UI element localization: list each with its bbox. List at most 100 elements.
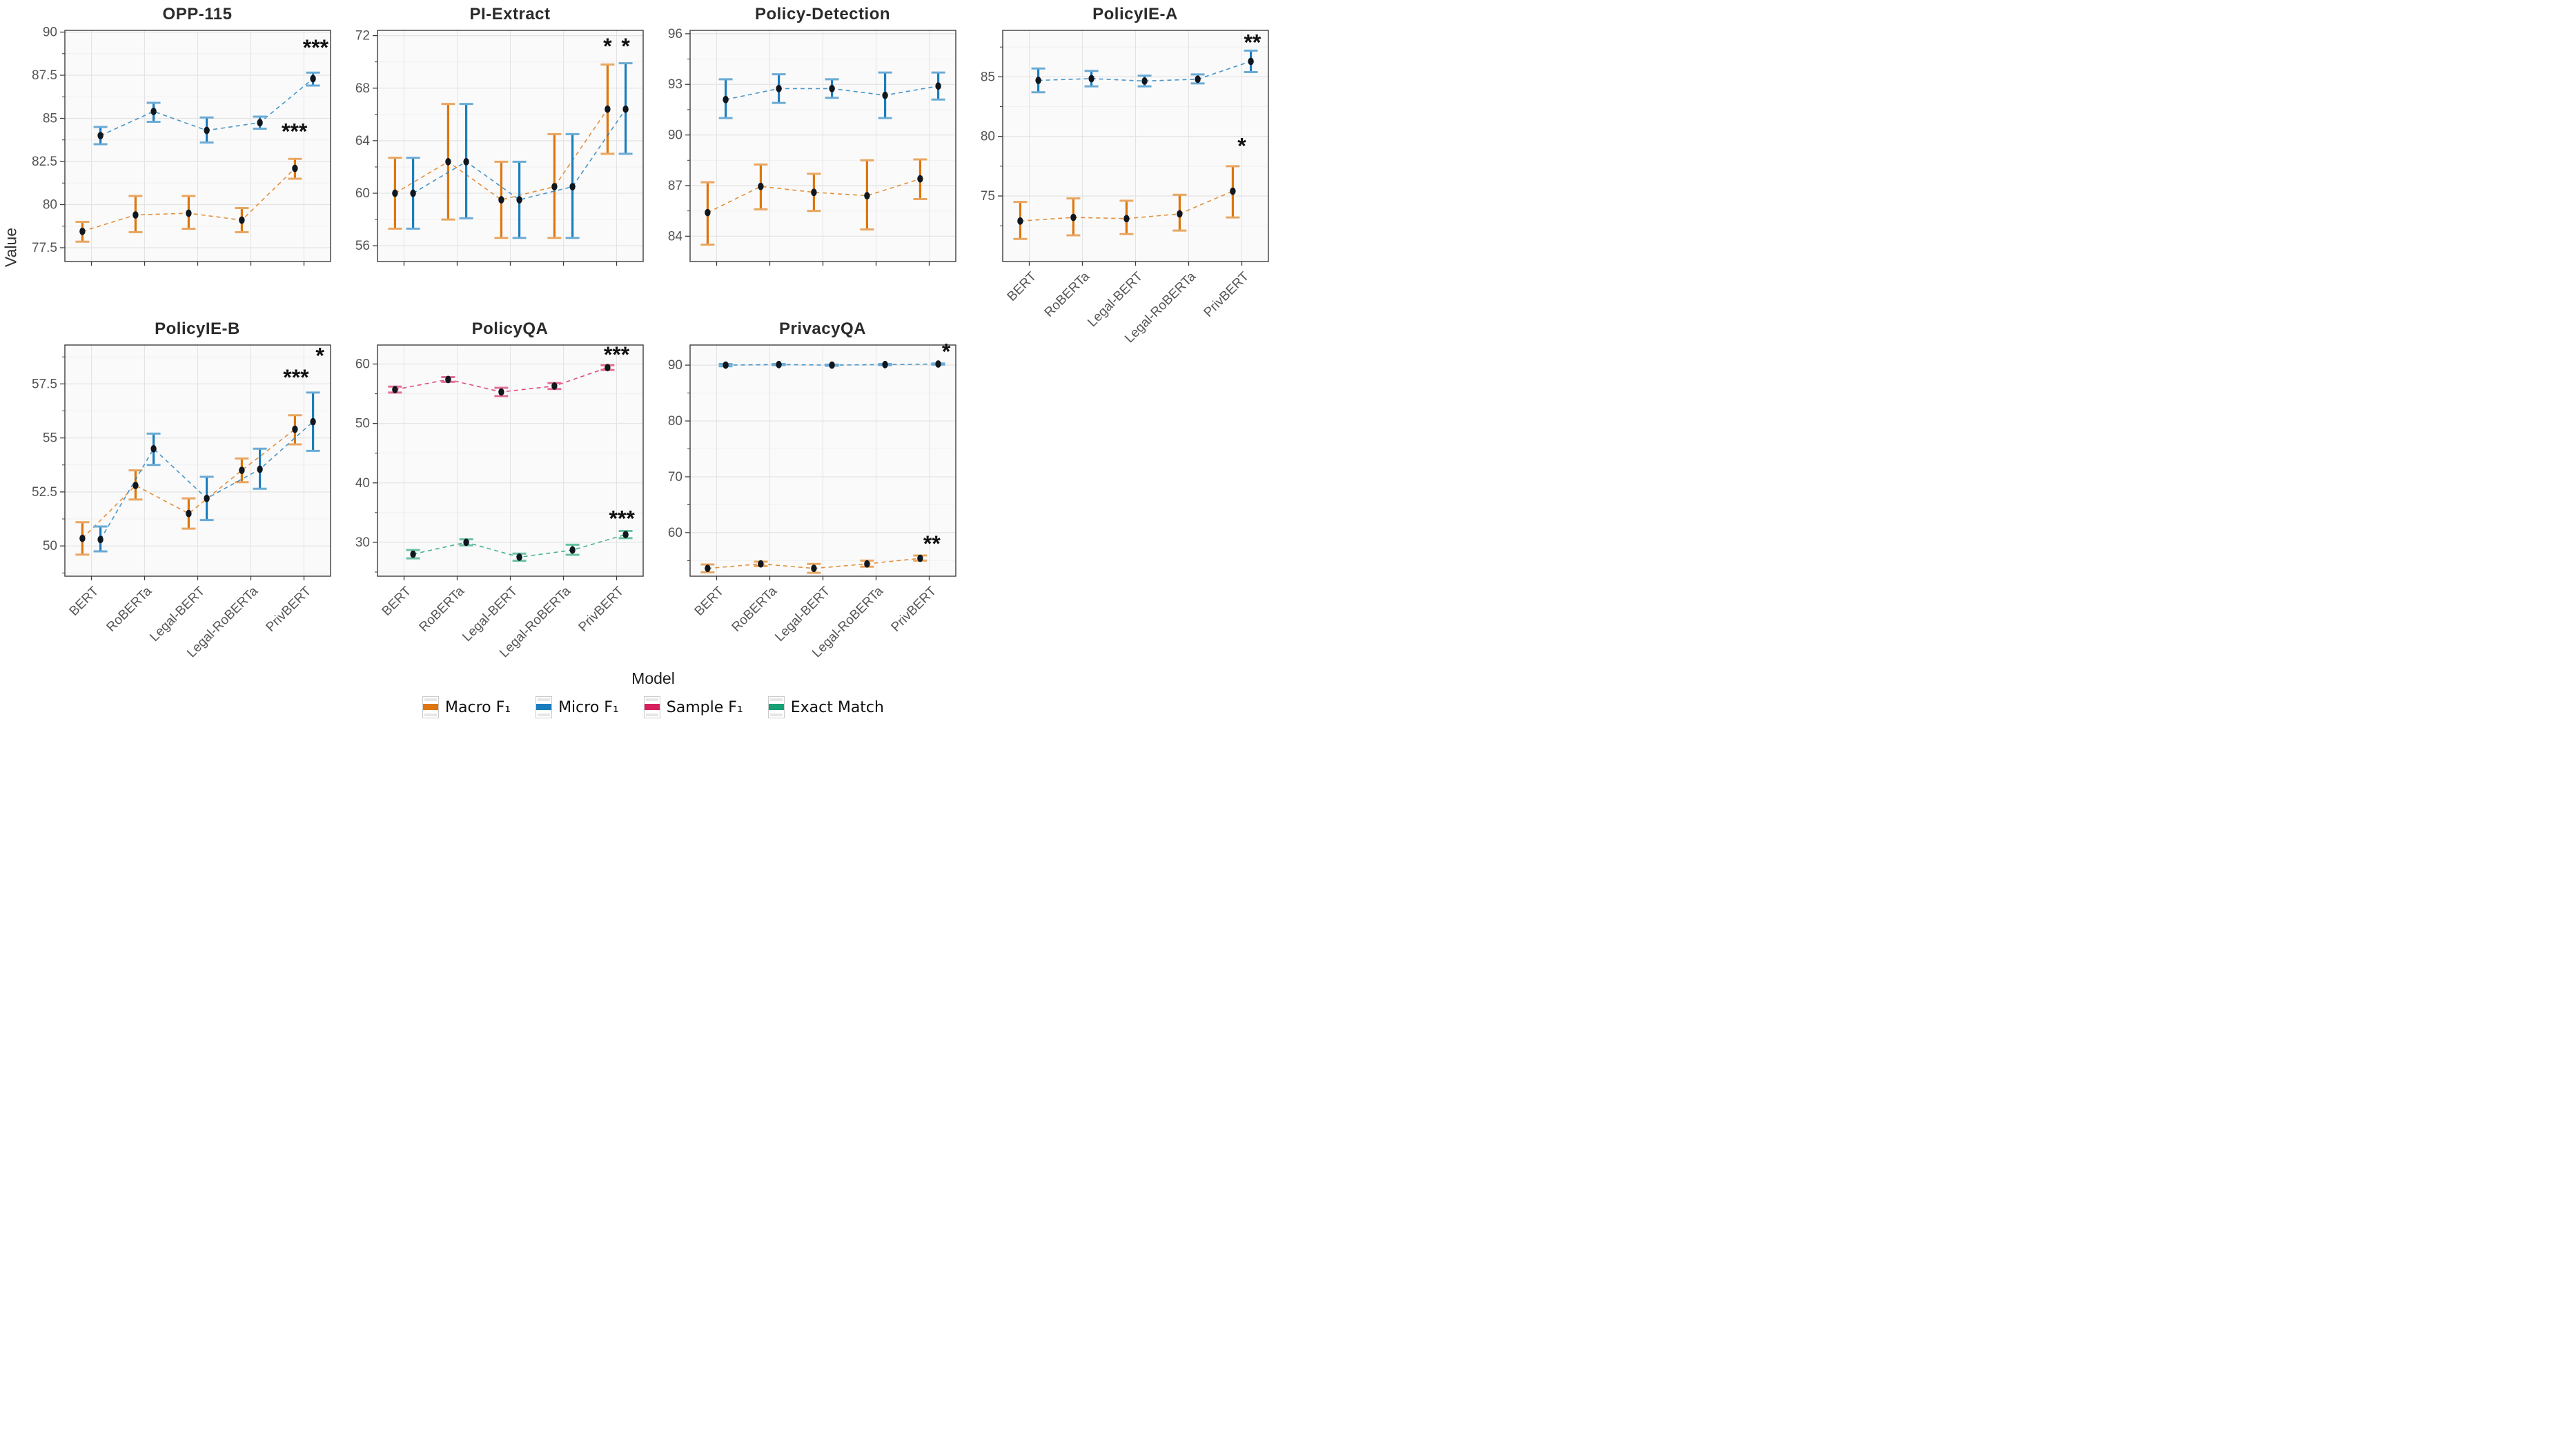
- data-point-macro: [705, 564, 711, 573]
- panel-title: OPP-115: [162, 5, 233, 23]
- legend-label: Sample F₁: [666, 698, 743, 716]
- data-point-macro: [1123, 215, 1130, 223]
- y-tick-label: 50: [43, 539, 57, 553]
- panel-grid: OPP-115 77.5 80 82.5 85 87.5 90 *** *** PI-Extrac…: [32, 4, 1275, 660]
- data-point-macro: [292, 164, 298, 173]
- data-point-micro: [257, 465, 263, 473]
- chart-panel: Policy-Detection 84 87 90 93 96: [657, 4, 961, 270]
- chart-panel: OPP-115 77.5 80 82.5 85 87.5 90 *** ***: [32, 4, 335, 270]
- x-tick-label: Legal-BERT: [459, 584, 520, 645]
- data-point-exact: [410, 550, 416, 558]
- data-point-micro: [829, 361, 835, 369]
- data-point-macro: [917, 175, 923, 183]
- panel-plot: 30 40 50 60 *** ***: [355, 342, 644, 580]
- x-tick-label: Legal-BERT: [772, 584, 833, 645]
- significance-annotation: ***: [283, 365, 309, 390]
- x-tick-label: BERT: [379, 584, 414, 619]
- significance-annotation: *: [315, 344, 324, 368]
- data-point-exact: [622, 531, 629, 539]
- panel-plot: 84 87 90 93 96: [668, 27, 956, 266]
- data-point-macro: [186, 509, 192, 518]
- y-tick-label: 56: [355, 239, 370, 253]
- y-tick-label: 84: [668, 229, 683, 244]
- swatch-color-band: [644, 704, 660, 710]
- y-tick-label: 64: [355, 134, 371, 148]
- y-tick-label: 70: [668, 470, 683, 484]
- data-point-macro: [392, 189, 398, 197]
- data-point-sample: [445, 375, 451, 384]
- significance-annotation: ***: [604, 342, 630, 367]
- x-tick-label: Legal-RoBERTa: [496, 584, 573, 661]
- significance-annotation: **: [923, 531, 941, 556]
- data-point-exact: [569, 546, 576, 554]
- data-point-micro: [463, 157, 469, 166]
- panel-title: Policy-Detection: [754, 5, 891, 23]
- y-tick-label: 60: [668, 526, 683, 540]
- data-point-micro: [150, 444, 157, 453]
- data-point-macro: [758, 560, 764, 568]
- y-tick-label: 40: [355, 476, 370, 491]
- legend-swatch-icon: [422, 696, 440, 718]
- significance-annotation: ***: [282, 119, 308, 144]
- data-point-macro: [445, 157, 451, 166]
- swatch-cap: [424, 714, 438, 716]
- panel-plot: 50 52.5 55 57.5 ****: [32, 344, 331, 580]
- data-point-micro: [410, 189, 416, 197]
- figure-footer: Model Macro F₁ Micro F₁ Sample F₁ Exact Mat…: [32, 669, 1275, 718]
- y-tick-label: 60: [355, 357, 370, 372]
- data-point-micro: [1195, 75, 1201, 83]
- data-point-micro: [723, 95, 729, 104]
- data-point-macro: [79, 534, 86, 542]
- y-tick-label: 77.5: [32, 241, 57, 255]
- y-tick-label: 80: [668, 414, 683, 429]
- data-point-micro: [204, 126, 210, 135]
- legend-swatch-icon: [643, 696, 660, 718]
- data-point-micro: [1248, 57, 1254, 66]
- panel-title: PI-Extract: [469, 5, 551, 23]
- y-tick-label: 93: [668, 77, 683, 92]
- y-tick-label: 82.5: [32, 155, 57, 169]
- data-point-macro: [917, 554, 923, 562]
- data-point-micro: [935, 82, 941, 90]
- y-tick-label: 87: [668, 179, 683, 193]
- y-tick-label: 50: [355, 417, 370, 431]
- x-tick-label: Legal-RoBERTa: [1121, 269, 1199, 346]
- data-point-macro: [758, 182, 764, 190]
- legend-item-macro: Macro F₁: [422, 696, 511, 718]
- data-point-micro: [1035, 77, 1041, 84]
- data-point-macro: [705, 208, 711, 217]
- y-tick-label: 57.5: [32, 377, 57, 391]
- panel-title: PrivacyQA: [779, 319, 866, 338]
- significance-annotation: **: [1244, 30, 1261, 55]
- data-point-micro: [569, 183, 576, 190]
- y-tick-label: 52.5: [32, 485, 57, 500]
- swatch-color-band: [423, 704, 439, 710]
- swatch-color-band: [768, 704, 784, 710]
- data-point-sample: [551, 382, 558, 390]
- data-point-micro: [882, 91, 888, 99]
- data-point-micro: [882, 360, 888, 368]
- data-point-sample: [498, 388, 504, 396]
- y-tick-label: 90: [43, 26, 57, 40]
- data-point-micro: [1141, 77, 1148, 85]
- x-tick-label: PrivBERT: [576, 584, 627, 635]
- x-tick-label: BERT: [691, 584, 727, 619]
- y-tick-label: 72: [355, 29, 370, 43]
- significance-annotation: ***: [303, 35, 329, 60]
- y-tick-label: 90: [668, 128, 683, 143]
- y-tick-label: 80: [981, 130, 995, 144]
- data-point-macro: [239, 466, 245, 474]
- data-point-macro: [132, 482, 139, 489]
- x-tick-label: RoBERTa: [1041, 269, 1092, 320]
- data-point-micro: [723, 361, 729, 369]
- swatch-cap: [538, 698, 551, 701]
- data-point-micro: [310, 417, 316, 426]
- data-point-sample: [392, 386, 398, 393]
- data-point-macro: [811, 188, 817, 197]
- y-tick-label: 55: [43, 431, 57, 446]
- y-tick-label: 85: [43, 112, 57, 126]
- x-tick-label: PrivBERT: [263, 584, 314, 635]
- data-point-macro: [239, 216, 245, 224]
- chart-panel: PolicyIE-B 50 52.5 55 57.5 * *** BERT RoBERTa Leg…: [32, 319, 335, 660]
- data-point-micro: [516, 196, 522, 204]
